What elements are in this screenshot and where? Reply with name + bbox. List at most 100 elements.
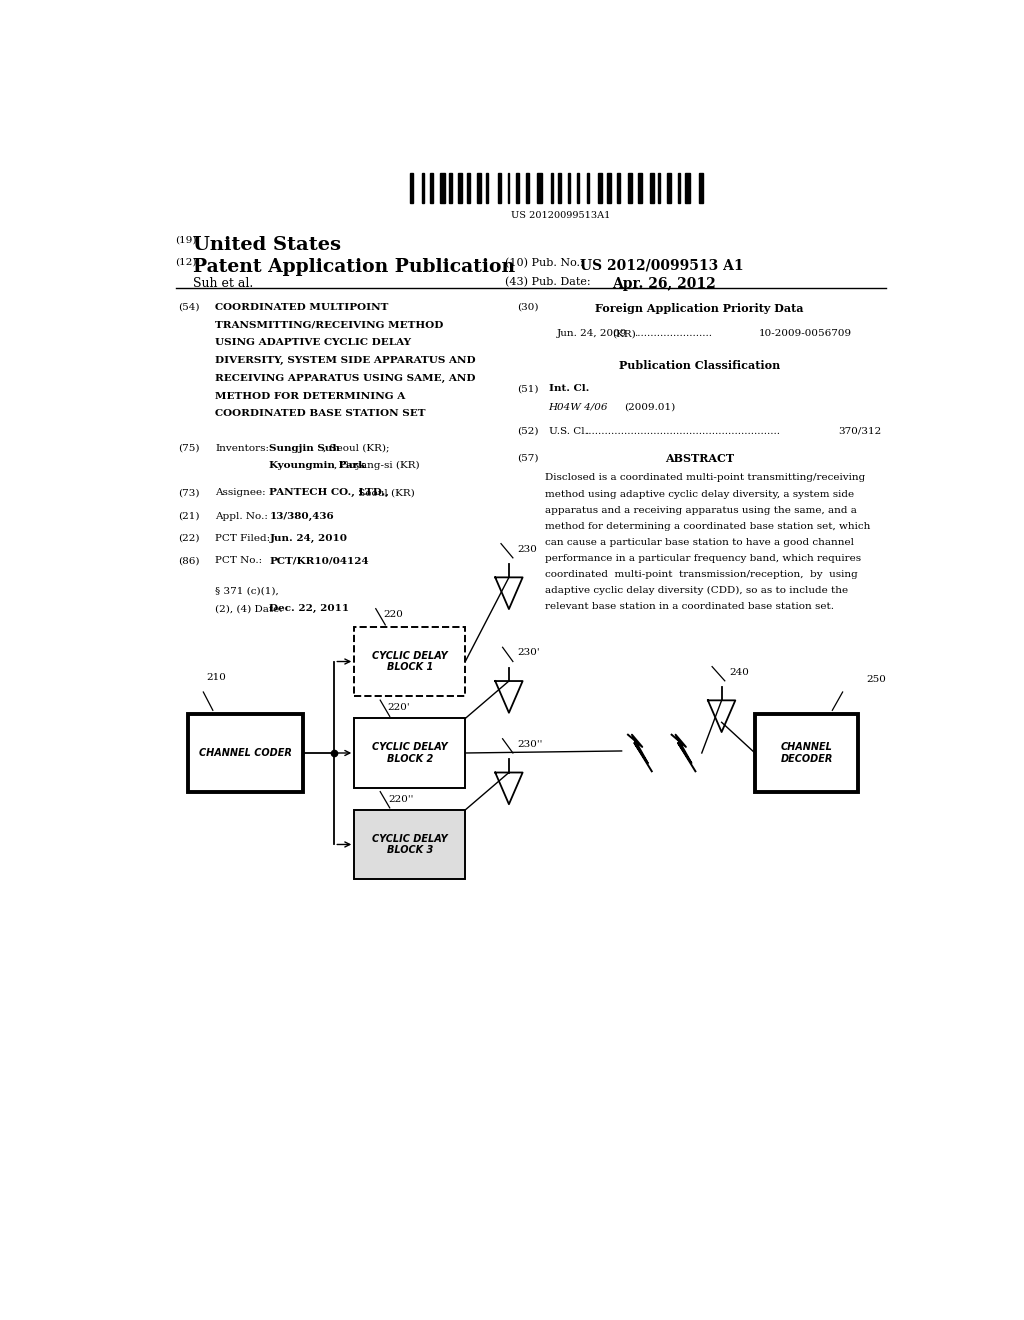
Text: § 371 (c)(1),: § 371 (c)(1),: [215, 587, 280, 595]
Bar: [650, 173, 653, 203]
Bar: [638, 173, 642, 203]
Text: , Goyang-si (KR): , Goyang-si (KR): [334, 461, 420, 470]
Bar: [410, 173, 413, 203]
Bar: [685, 173, 689, 203]
Text: Kyoungmin Park: Kyoungmin Park: [269, 461, 366, 470]
Text: method for determining a coordinated base station set, which: method for determining a coordinated bas…: [545, 521, 870, 531]
Bar: [459, 173, 462, 203]
Bar: [628, 173, 632, 203]
Text: coordinated  multi-point  transmission/reception,  by  using: coordinated multi-point transmission/rec…: [545, 570, 857, 579]
Text: DIVERSITY, SYSTEM SIDE APPARATUS AND: DIVERSITY, SYSTEM SIDE APPARATUS AND: [215, 356, 476, 366]
Text: 370/312: 370/312: [839, 426, 882, 436]
Text: United States: United States: [194, 236, 341, 253]
Text: 220'': 220'': [388, 795, 414, 804]
Text: PCT No.:: PCT No.:: [215, 556, 262, 565]
Text: 240: 240: [729, 668, 750, 677]
Bar: [755, 714, 858, 792]
Text: 230: 230: [517, 545, 537, 554]
Text: (12): (12): [176, 257, 197, 267]
Bar: [422, 173, 424, 203]
Text: CYCLIC DELAY
BLOCK 3: CYCLIC DELAY BLOCK 3: [372, 834, 447, 855]
Text: CYCLIC DELAY
BLOCK 2: CYCLIC DELAY BLOCK 2: [372, 742, 447, 764]
Bar: [667, 173, 672, 203]
Text: Disclosed is a coordinated multi-point transmitting/receiving: Disclosed is a coordinated multi-point t…: [545, 474, 865, 483]
Text: U.S. Cl.: U.S. Cl.: [549, 426, 588, 436]
Text: (2009.01): (2009.01): [624, 403, 675, 412]
Bar: [516, 173, 518, 203]
Bar: [354, 718, 465, 788]
Text: (21): (21): [178, 512, 200, 520]
Text: RECEIVING APPARATUS USING SAME, AND: RECEIVING APPARATUS USING SAME, AND: [215, 374, 476, 383]
Bar: [617, 173, 620, 203]
Bar: [187, 714, 303, 792]
Text: Apr. 26, 2012: Apr. 26, 2012: [612, 277, 716, 292]
Bar: [678, 173, 680, 203]
Text: CHANNEL CODER: CHANNEL CODER: [199, 748, 292, 758]
Text: 250: 250: [866, 675, 886, 684]
Bar: [698, 173, 702, 203]
Text: (52): (52): [517, 426, 539, 436]
Text: 220': 220': [387, 704, 410, 713]
Bar: [429, 173, 433, 203]
Bar: [354, 810, 465, 879]
Text: 210: 210: [207, 673, 226, 682]
Text: ABSTRACT: ABSTRACT: [665, 453, 734, 465]
Text: Appl. No.:: Appl. No.:: [215, 512, 268, 520]
Bar: [525, 173, 528, 203]
Text: Jun. 24, 2010: Jun. 24, 2010: [269, 535, 347, 543]
Text: Patent Application Publication: Patent Application Publication: [194, 257, 515, 276]
Text: (57): (57): [517, 453, 539, 462]
Text: PCT Filed:: PCT Filed:: [215, 535, 270, 543]
Bar: [508, 173, 510, 203]
Text: Inventors:: Inventors:: [215, 444, 269, 453]
Text: (19): (19): [176, 236, 197, 244]
Text: Suh et al.: Suh et al.: [194, 277, 253, 290]
Text: method using adaptive cyclic delay diversity, a system side: method using adaptive cyclic delay diver…: [545, 490, 854, 499]
Text: METHOD FOR DETERMINING A: METHOD FOR DETERMINING A: [215, 392, 406, 401]
Text: COORDINATED MULTIPOINT: COORDINATED MULTIPOINT: [215, 302, 389, 312]
Bar: [486, 173, 487, 203]
Text: USING ADAPTIVE CYCLIC DELAY: USING ADAPTIVE CYCLIC DELAY: [215, 338, 412, 347]
Text: PCT/KR10/04124: PCT/KR10/04124: [269, 556, 369, 565]
Text: relevant base station in a coordinated base station set.: relevant base station in a coordinated b…: [545, 602, 834, 611]
Text: ............................................................: ........................................…: [585, 426, 780, 436]
Bar: [477, 173, 480, 203]
Text: performance in a particular frequency band, which requires: performance in a particular frequency ba…: [545, 554, 861, 562]
Text: (KR): (KR): [612, 329, 636, 338]
Bar: [538, 173, 542, 203]
Text: ........................: ........................: [634, 329, 713, 338]
Text: H04W 4/06: H04W 4/06: [549, 403, 608, 412]
Text: 13/380,436: 13/380,436: [269, 512, 334, 520]
Bar: [467, 173, 470, 203]
Text: 230': 230': [517, 648, 540, 657]
Text: Int. Cl.: Int. Cl.: [549, 384, 589, 393]
Bar: [558, 173, 560, 203]
Text: Jun. 24, 2009: Jun. 24, 2009: [557, 329, 627, 338]
Text: (2), (4) Date:: (2), (4) Date:: [215, 605, 283, 612]
Text: adaptive cyclic delay diversity (CDD), so as to include the: adaptive cyclic delay diversity (CDD), s…: [545, 586, 848, 595]
Text: TRANSMITTING/RECEIVING METHOD: TRANSMITTING/RECEIVING METHOD: [215, 321, 443, 330]
Text: CHANNEL
DECODER: CHANNEL DECODER: [780, 742, 833, 764]
Text: COORDINATED BASE STATION SET: COORDINATED BASE STATION SET: [215, 409, 426, 418]
Bar: [607, 173, 611, 203]
Text: can cause a particular base station to have a good channel: can cause a particular base station to h…: [545, 537, 854, 546]
Text: (73): (73): [178, 488, 200, 498]
Text: (75): (75): [178, 444, 200, 453]
Text: Publication Classification: Publication Classification: [618, 359, 780, 371]
Bar: [354, 627, 465, 696]
Bar: [658, 173, 659, 203]
Text: (86): (86): [178, 556, 200, 565]
Text: US 2012/0099513 A1: US 2012/0099513 A1: [581, 257, 744, 272]
Text: (51): (51): [517, 384, 539, 393]
Text: US 20120099513A1: US 20120099513A1: [511, 211, 610, 220]
Text: Dec. 22, 2011: Dec. 22, 2011: [269, 605, 349, 612]
Bar: [578, 173, 579, 203]
Text: Sungjin Suh: Sungjin Suh: [269, 444, 340, 453]
Text: 220: 220: [383, 610, 403, 619]
Text: apparatus and a receiving apparatus using the same, and a: apparatus and a receiving apparatus usin…: [545, 506, 856, 515]
Text: (54): (54): [178, 302, 200, 312]
Text: Seoul (KR): Seoul (KR): [355, 488, 415, 498]
Text: PANTECH CO., LTD.,: PANTECH CO., LTD.,: [269, 488, 389, 498]
Text: (22): (22): [178, 535, 200, 543]
Text: Foreign Application Priority Data: Foreign Application Priority Data: [595, 302, 804, 314]
